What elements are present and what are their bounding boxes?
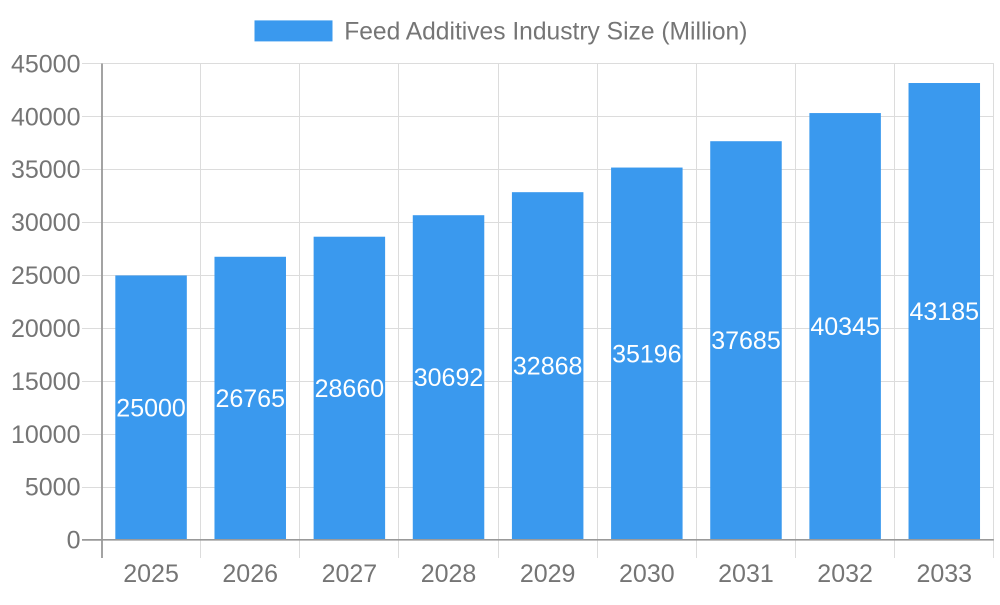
svg-text:40000: 40000 xyxy=(11,103,81,131)
svg-text:2031: 2031 xyxy=(718,560,774,588)
svg-text:2033: 2033 xyxy=(916,560,972,588)
svg-text:28660: 28660 xyxy=(315,375,385,403)
svg-text:26765: 26765 xyxy=(215,385,285,413)
svg-text:35196: 35196 xyxy=(612,340,682,368)
svg-text:43185: 43185 xyxy=(910,298,980,326)
svg-text:2029: 2029 xyxy=(520,560,576,588)
svg-text:2028: 2028 xyxy=(421,560,477,588)
svg-text:30000: 30000 xyxy=(11,209,81,237)
svg-text:15000: 15000 xyxy=(11,368,81,396)
svg-text:20000: 20000 xyxy=(11,315,81,343)
svg-text:10000: 10000 xyxy=(11,421,81,449)
svg-text:0: 0 xyxy=(67,527,81,555)
svg-text:40345: 40345 xyxy=(810,313,880,341)
svg-text:2027: 2027 xyxy=(322,560,378,588)
svg-text:32868: 32868 xyxy=(513,353,583,381)
svg-text:37685: 37685 xyxy=(711,327,781,355)
svg-text:25000: 25000 xyxy=(116,394,186,422)
svg-text:25000: 25000 xyxy=(11,262,81,290)
svg-text:30692: 30692 xyxy=(414,364,484,392)
svg-text:2030: 2030 xyxy=(619,560,675,588)
svg-text:2025: 2025 xyxy=(123,560,179,588)
svg-text:Feed Additives Industry Size (: Feed Additives Industry Size (Million) xyxy=(344,19,747,46)
svg-text:45000: 45000 xyxy=(11,50,81,78)
svg-text:2026: 2026 xyxy=(222,560,278,588)
svg-text:2032: 2032 xyxy=(817,560,873,588)
svg-text:35000: 35000 xyxy=(11,156,81,184)
svg-text:5000: 5000 xyxy=(25,474,81,502)
